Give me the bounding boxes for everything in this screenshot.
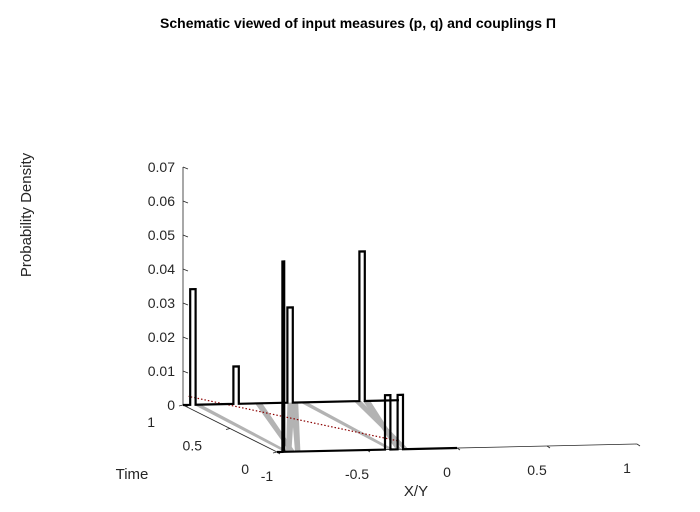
z-tick: [182, 268, 189, 272]
x-tick-label: -1: [261, 468, 274, 484]
time-tick-label: 0.5: [183, 438, 203, 454]
time-tick: [272, 451, 278, 454]
tick-labels: -1 -0.5 0 0.5 100.5100.010.020.030.040.050.0…: [147, 159, 631, 484]
x-tick-label: 0: [443, 464, 451, 480]
x-tick: [546, 445, 551, 449]
z-tick-label: 0.05: [148, 227, 175, 243]
coupling-layer: [188, 395, 409, 452]
chart-title: Schematic viewed of input measures (p, q…: [160, 15, 556, 31]
x-tick-label: 1: [623, 460, 631, 476]
density-trace-time-1: [182, 250, 400, 407]
density-trace-time-0: [276, 260, 458, 454]
z-tick-label: 0.07: [148, 159, 175, 175]
y-axis-label: Time: [116, 466, 149, 483]
time-tick-label: 0: [241, 461, 249, 477]
x-tick-label: -0.5: [345, 466, 369, 482]
time-tick: [178, 404, 184, 407]
coupling-band: [193, 404, 290, 452]
z-tick-label: 0.03: [148, 295, 175, 311]
time-tick: [225, 428, 231, 430]
coupling-band: [300, 402, 394, 450]
x-tick: [636, 443, 641, 447]
x-tick-label: 0.5: [527, 462, 547, 478]
z-tick: [182, 370, 189, 374]
x-tick: [456, 447, 461, 451]
z-tick: [182, 166, 189, 170]
time-tick-label: 1: [147, 414, 155, 430]
z-tick: [182, 234, 189, 238]
coupling-band: [286, 402, 295, 452]
series-layer: [182, 250, 458, 454]
axes-layer: [178, 166, 641, 455]
z-tick: [182, 200, 189, 204]
z-tick-label: 0.01: [148, 363, 175, 379]
dotted-midline: [188, 395, 398, 442]
x-axis-label: X/Y: [404, 483, 428, 500]
z-tick: [182, 302, 189, 306]
z-tick: [182, 336, 189, 340]
coupling-band: [354, 401, 409, 450]
z-tick-label: 0: [167, 397, 175, 413]
z-tick-label: 0.02: [148, 329, 175, 345]
z-axis-label: Probability Density: [18, 152, 35, 277]
z-tick-label: 0.04: [148, 261, 175, 277]
z-tick-label: 0.06: [148, 193, 175, 209]
